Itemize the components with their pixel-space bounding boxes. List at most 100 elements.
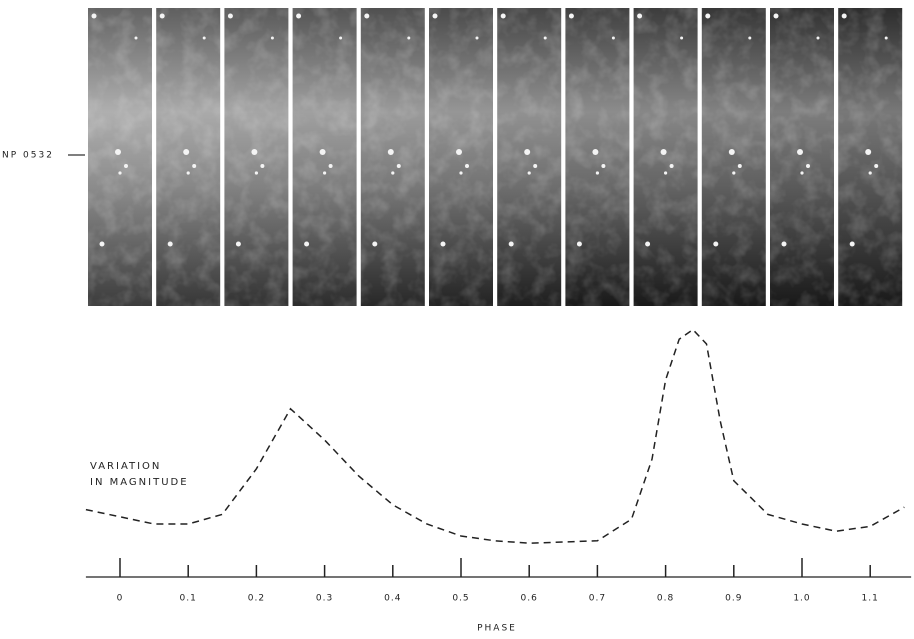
- strip-texture: [838, 8, 903, 306]
- star: [601, 164, 606, 168]
- strip-texture: [429, 8, 493, 306]
- star: [508, 241, 514, 247]
- star: [124, 164, 128, 168]
- strip-texture: [224, 8, 289, 306]
- star: [680, 36, 684, 40]
- star: [251, 149, 258, 155]
- star: [592, 149, 599, 155]
- strip-texture: [497, 8, 562, 306]
- strip-texture: [292, 8, 357, 306]
- star: [440, 241, 446, 247]
- x-tick-label: 0.4: [384, 594, 401, 604]
- x-tick-label: 0.3: [316, 594, 333, 604]
- star: [475, 36, 479, 40]
- star: [296, 13, 302, 19]
- star: [159, 13, 165, 19]
- x-tick-label: 0.5: [452, 594, 469, 604]
- star: [884, 36, 888, 40]
- strip-texture: [156, 8, 221, 306]
- star: [323, 171, 327, 175]
- star: [849, 241, 855, 247]
- star: [459, 171, 463, 175]
- star: [705, 13, 711, 19]
- object-label: NP 0532: [2, 151, 54, 161]
- star: [645, 241, 651, 247]
- star: [456, 149, 462, 155]
- star: [728, 149, 735, 155]
- strip-texture: [360, 8, 425, 306]
- x-tick-label: 1.1: [862, 594, 879, 604]
- star: [260, 164, 265, 168]
- star: [372, 241, 378, 247]
- star: [407, 36, 411, 40]
- star: [637, 13, 643, 19]
- star: [816, 36, 820, 40]
- strip-texture: [701, 8, 766, 306]
- star: [134, 36, 138, 40]
- image-strips: [88, 8, 903, 306]
- star: [797, 149, 803, 155]
- star: [183, 149, 190, 155]
- x-tick-label: 0: [117, 594, 124, 604]
- x-tick-label: 0.8: [657, 594, 674, 604]
- star: [465, 164, 469, 168]
- star: [865, 149, 872, 155]
- star: [99, 241, 105, 247]
- star: [270, 36, 274, 40]
- star: [118, 171, 122, 175]
- star: [800, 171, 804, 175]
- star: [527, 171, 531, 175]
- star: [748, 36, 752, 40]
- x-tick-label: 1.0: [793, 594, 810, 604]
- x-tick-label: 0.7: [589, 594, 606, 604]
- star: [339, 36, 343, 40]
- star: [841, 13, 847, 19]
- star: [115, 149, 121, 155]
- star: [432, 13, 438, 19]
- star: [543, 36, 547, 40]
- star: [576, 241, 582, 247]
- x-tick-label: 0.9: [725, 594, 742, 604]
- star: [664, 171, 668, 175]
- strip-texture: [565, 8, 630, 306]
- curve: [85, 328, 905, 544]
- star: [396, 164, 401, 168]
- star: [713, 241, 719, 247]
- star: [781, 241, 787, 247]
- x-tick-label: 0.1: [180, 594, 197, 604]
- strip-texture: [88, 8, 152, 306]
- x-tick-label: 0.6: [521, 594, 538, 604]
- star: [669, 164, 674, 168]
- star: [328, 164, 333, 168]
- star: [186, 171, 190, 175]
- star: [737, 164, 742, 168]
- star: [524, 149, 531, 155]
- annotation: VARIATION: [90, 461, 161, 472]
- x-axis-label: PHASE: [477, 624, 517, 634]
- star: [387, 149, 394, 155]
- strip-texture: [633, 8, 698, 306]
- star: [364, 13, 370, 19]
- star: [806, 164, 810, 168]
- star: [868, 171, 872, 175]
- star: [254, 171, 258, 175]
- star: [500, 13, 506, 19]
- star: [391, 171, 395, 175]
- annotation: IN MAGNITUDE: [90, 477, 189, 488]
- star: [660, 149, 667, 155]
- star: [595, 171, 600, 175]
- star: [235, 241, 241, 247]
- star: [773, 13, 779, 19]
- strip-texture: [770, 8, 834, 306]
- star: [202, 36, 206, 40]
- star: [611, 36, 615, 40]
- star: [167, 241, 173, 247]
- star: [227, 13, 233, 19]
- star: [568, 13, 574, 19]
- star: [319, 149, 326, 155]
- x-tick-label: 0.2: [248, 594, 265, 604]
- star: [874, 164, 879, 168]
- star: [732, 171, 736, 175]
- star: [304, 241, 310, 247]
